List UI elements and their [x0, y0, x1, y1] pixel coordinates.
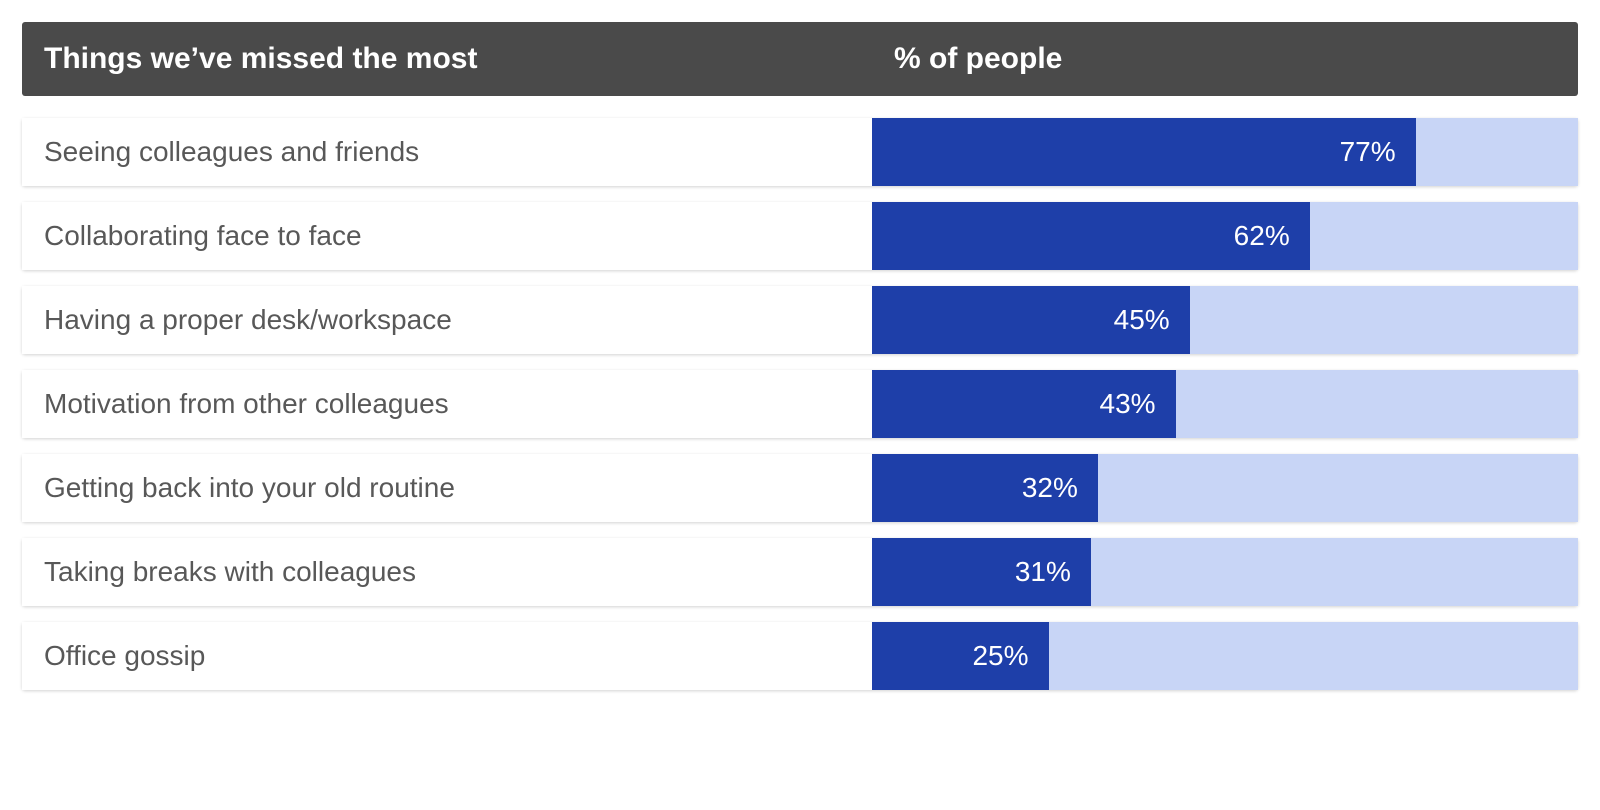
row-label: Collaborating face to face: [22, 202, 872, 270]
bar-cell: 31%: [872, 538, 1578, 606]
header-label-col: Things we’ve missed the most: [22, 22, 872, 96]
bar-cell: 43%: [872, 370, 1578, 438]
table-row: Having a proper desk/workspace 45%: [22, 286, 1578, 354]
row-label: Motivation from other colleagues: [22, 370, 872, 438]
bar-fill: 77%: [872, 118, 1416, 186]
row-label: Office gossip: [22, 622, 872, 690]
bar-value: 31%: [1015, 556, 1071, 588]
bar-value: 62%: [1234, 220, 1290, 252]
bar-fill: 62%: [872, 202, 1310, 270]
bar-cell: 25%: [872, 622, 1578, 690]
bar-cell: 77%: [872, 118, 1578, 186]
bar-value: 45%: [1114, 304, 1170, 336]
bar-fill: 45%: [872, 286, 1190, 354]
bar-value: 32%: [1022, 472, 1078, 504]
table-row: Motivation from other colleagues 43%: [22, 370, 1578, 438]
bar-fill: 25%: [872, 622, 1049, 690]
bar-cell: 62%: [872, 202, 1578, 270]
header-value-col: % of people: [872, 22, 1578, 96]
chart-container: Things we’ve missed the most % of people…: [0, 0, 1600, 712]
chart-header-row: Things we’ve missed the most % of people: [22, 22, 1578, 96]
bar-fill: 32%: [872, 454, 1098, 522]
bar-value: 77%: [1340, 136, 1396, 168]
row-label: Getting back into your old routine: [22, 454, 872, 522]
table-row: Seeing colleagues and friends 77%: [22, 118, 1578, 186]
table-row: Getting back into your old routine 32%: [22, 454, 1578, 522]
chart-rows: Seeing colleagues and friends 77% Collabor…: [22, 118, 1578, 690]
bar-value: 43%: [1100, 388, 1156, 420]
bar-fill: 31%: [872, 538, 1091, 606]
row-label: Having a proper desk/workspace: [22, 286, 872, 354]
row-label: Taking breaks with colleagues: [22, 538, 872, 606]
table-row: Collaborating face to face 62%: [22, 202, 1578, 270]
bar-cell: 45%: [872, 286, 1578, 354]
bar-fill: 43%: [872, 370, 1176, 438]
bar-cell: 32%: [872, 454, 1578, 522]
table-row: Office gossip 25%: [22, 622, 1578, 690]
row-label: Seeing colleagues and friends: [22, 118, 872, 186]
bar-value: 25%: [972, 640, 1028, 672]
table-row: Taking breaks with colleagues 31%: [22, 538, 1578, 606]
